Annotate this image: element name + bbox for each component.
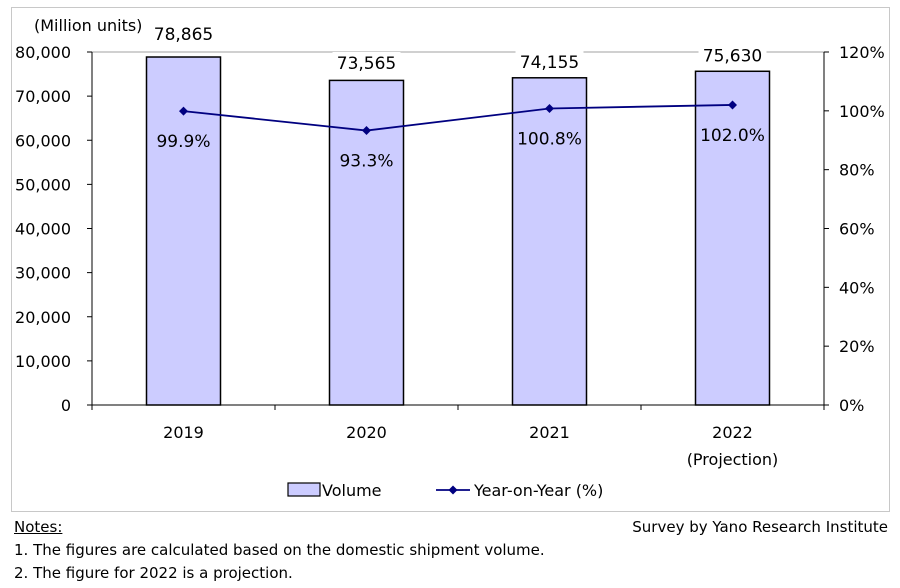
y-tick-label: 20,000 xyxy=(15,308,71,327)
notes-heading: Notes: xyxy=(14,518,63,536)
yoy-point-2022 xyxy=(728,100,737,110)
y-tick-label: 10,000 xyxy=(15,352,71,371)
y-tick-label: 70,000 xyxy=(15,87,71,106)
y-tick-label: 60,000 xyxy=(15,131,71,150)
y2-tick-label: 40% xyxy=(839,278,875,297)
legend: Volume Year-on-Year (%) xyxy=(287,481,603,500)
bar-label-background xyxy=(332,52,401,74)
yoy-value-label: 102.0% xyxy=(700,126,765,146)
legend-marker-yoy xyxy=(448,485,458,495)
yoy-value-label: 93.3% xyxy=(339,152,393,172)
y2-tick-label: 100% xyxy=(839,102,885,121)
x-tick-label: 2022 xyxy=(712,423,753,442)
note-2: 2. The figure for 2022 is a projection. xyxy=(14,564,293,582)
y2-tick-label: 120% xyxy=(839,43,885,62)
legend-label-volume: Volume xyxy=(322,481,382,500)
yoy-value-label: 100.8% xyxy=(517,129,582,149)
bar-value-label: 75,630 xyxy=(703,46,762,66)
y2-tick-label: 60% xyxy=(839,220,875,239)
y-tick-label: 50,000 xyxy=(15,175,71,194)
y2-tick-label: 80% xyxy=(839,161,875,180)
yoy-line xyxy=(183,104,733,132)
bar-value-label: 73,565 xyxy=(337,54,396,74)
y-tick-label: 30,000 xyxy=(15,264,71,283)
chart-frame xyxy=(11,7,890,512)
bar-value-label: 74,155 xyxy=(520,53,579,73)
yoy-value-label: 99.9% xyxy=(156,132,210,152)
legend-label-yoy: Year-on-Year (%) xyxy=(473,481,603,500)
plot-area: 0 10,000 20,000 30,000 40,000 50,000 60,000 70,… xyxy=(15,23,885,469)
x-tick-sublabel: (Projection) xyxy=(687,450,779,469)
bar-label-background xyxy=(149,23,218,45)
y-tick-label: 80,000 xyxy=(15,43,71,62)
yoy-point-2020 xyxy=(362,126,371,136)
yoy-point-2019 xyxy=(179,106,188,116)
source-credit: Survey by Yano Research Institute xyxy=(632,518,888,536)
x-tick-label: 2019 xyxy=(163,423,204,442)
legend-swatch-volume xyxy=(287,482,321,497)
bar-label-background xyxy=(698,44,767,67)
bar-2022 xyxy=(694,70,771,406)
x-tick-label: 2021 xyxy=(529,423,570,442)
y2-tick-label: 20% xyxy=(839,337,875,356)
bar-value-label: 78,865 xyxy=(154,25,213,45)
x-tick-label: 2020 xyxy=(346,423,387,442)
bar-2021 xyxy=(511,77,588,406)
yoy-point-2021 xyxy=(545,103,554,113)
note-1: 1. The figures are calculated based on t… xyxy=(14,541,545,559)
y2-tick-label: 0% xyxy=(839,396,864,415)
y-tick-label: 0 xyxy=(61,396,71,415)
bar-label-background xyxy=(515,50,584,73)
y-tick-label: 40,000 xyxy=(15,220,71,239)
unit-label: (Million units) xyxy=(34,16,142,35)
